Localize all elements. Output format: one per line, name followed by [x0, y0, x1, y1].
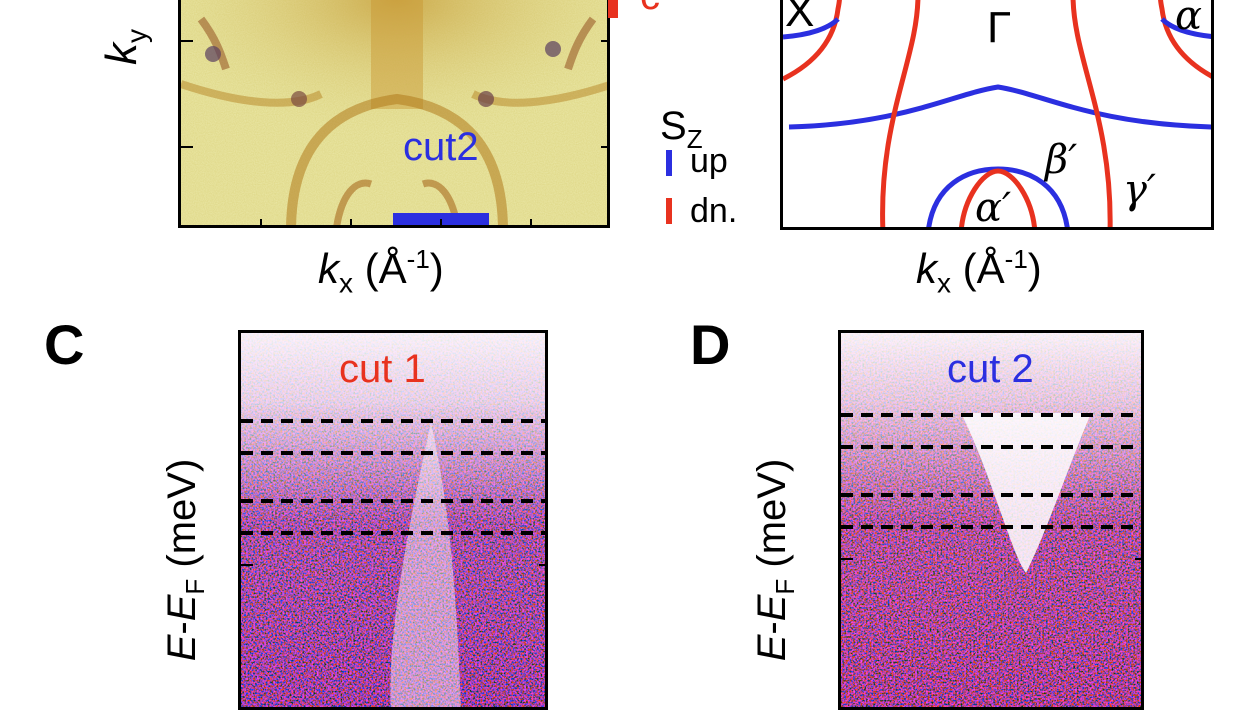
gamma-point-label: Γ	[987, 3, 1012, 52]
panel-a-y-k: k	[97, 43, 146, 65]
panel-b-x-axis-label: kx (Å-1)	[916, 244, 1042, 299]
beta-prime-band-label: β′	[1045, 137, 1078, 183]
panel-b-x-k: k	[916, 245, 937, 292]
panel-c-y-sub: F	[180, 578, 210, 595]
panel-a-x-k: k	[318, 245, 339, 292]
panel-c-spectrum: cut 1	[238, 330, 548, 710]
spin-legend-sub: Z	[686, 124, 703, 154]
spin-legend-s: S	[660, 104, 687, 148]
panel-d-svg	[841, 333, 1141, 707]
panel-b-fermi-surface: X Γ α β′ γ′ α′	[780, 0, 1214, 230]
panel-a-x-close: )	[429, 245, 444, 292]
panel-d-y-unit: (meV)	[750, 458, 794, 579]
panel-d-y-axis-label: E-EF (meV)	[750, 410, 810, 710]
panel-b-x-exp: -1	[1004, 244, 1028, 274]
panel-d-y-sub: F	[770, 578, 800, 595]
panel-c-y-unit: (meV)	[160, 458, 204, 579]
panel-a-x-axis-label: kx (Å-1)	[318, 244, 444, 299]
panel-c-y-e: E	[160, 634, 204, 662]
x-point-label: X	[785, 0, 815, 36]
panel-c-y-sep: -	[160, 621, 204, 635]
panel-a-x-exp: -1	[406, 244, 430, 274]
panel-c-y-axis-label: E-EF (meV)	[160, 410, 220, 710]
panel-d-letter: D	[690, 313, 731, 376]
panel-a-x-unit: (Å	[364, 245, 407, 292]
panel-a-y-axis-label: ky	[97, 0, 157, 65]
spin-legend-title: SZ	[660, 104, 703, 155]
panel-d-y-e: E	[750, 634, 794, 662]
alpha-prime-band-label: α′	[975, 185, 1012, 230]
panel-c-cut-label: cut 1	[339, 347, 426, 391]
legend-dn-label: dn.	[690, 192, 738, 230]
panel-a-map: cut2	[178, 0, 610, 228]
panel-d-spectrum: cut 2	[838, 330, 1144, 710]
panel-d-y-ef: E	[750, 594, 794, 622]
panel-c-svg	[241, 333, 545, 707]
panel-b-x-sub: x	[937, 267, 951, 299]
panel-d-y-sep: -	[750, 621, 794, 635]
panel-b-svg	[783, 0, 1211, 227]
panel-a-y-sub: y	[120, 29, 152, 43]
panel-d-cut-label: cut 2	[947, 347, 1034, 391]
panel-a-x-sub: x	[339, 267, 353, 299]
panel-c-y-ef: E	[160, 594, 204, 622]
panel-a-red-marker	[608, 0, 618, 18]
legend-dn-swatch	[666, 198, 672, 224]
panel-b-x-unit: (Å	[962, 245, 1005, 292]
gamma-prime-band-label: γ′	[1123, 167, 1156, 213]
alpha-band-label: α	[1175, 0, 1203, 39]
legend-up-swatch	[666, 150, 672, 176]
panel-a-cut-label: cut2	[403, 125, 479, 169]
panel-b-x-close: )	[1027, 245, 1042, 292]
panel-c-letter: C	[44, 313, 85, 376]
legend-up-label: up	[690, 142, 728, 180]
panel-a-partial-label: c	[640, 0, 660, 19]
panel-a-map-svg	[181, 0, 607, 225]
